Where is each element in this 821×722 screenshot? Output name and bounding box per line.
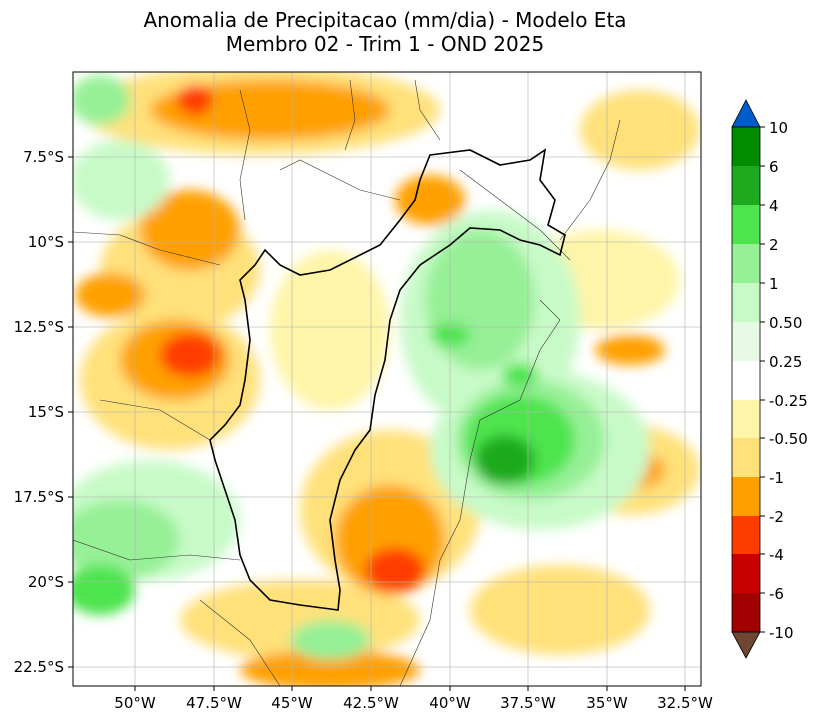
lat-tick-label: 7.5°S: [23, 148, 64, 166]
grid: [73, 72, 701, 686]
colorbar-segment: [732, 205, 760, 244]
anomaly-wet-strong-area: [475, 435, 535, 485]
lon-tick-label: 32.5°W: [657, 694, 713, 712]
colorbar-label: 2: [769, 236, 779, 254]
anomaly-dry-light-area: [580, 90, 700, 170]
colorbar-label: -6: [769, 585, 784, 603]
anomaly-dry-strong-area: [160, 333, 220, 377]
lat-tick-label: 17.5°S: [14, 488, 64, 506]
plot-frame: [72, 71, 702, 687]
map-title: Anomalia de Precipitacao (mm/dia) - Mode…: [143, 8, 627, 32]
lat-tick-label: 22.5°S: [14, 658, 64, 676]
colorbar: 10 6 4 2 1 0.50 0.25 -0.25 -0.50 -1 -2 -…: [731, 99, 808, 659]
colorbar-label: 0.25: [769, 353, 802, 371]
colorbar-label: -0.25: [769, 392, 808, 410]
basin-outline: [209, 148, 566, 611]
anomaly-wet-faint-area: [73, 140, 170, 220]
colorbar-segment: [732, 438, 760, 477]
lon-tick-label: 42.5°W: [343, 694, 399, 712]
lat-tick-label: 12.5°S: [14, 318, 64, 336]
anomaly-wet-area: [502, 363, 538, 387]
longitude-axis: 50°W 47.5°W 45°W 42.5°W 40°W 37.5°W 35°W…: [114, 686, 713, 712]
map-subtitle: Membro 02 - Trim 1 - OND 2025: [225, 32, 545, 56]
colorbar-segment: [732, 477, 760, 516]
colorbar-label: -10: [769, 624, 794, 642]
colorbar-label: -0.50: [769, 430, 808, 448]
anomaly-wet-light-area: [73, 500, 180, 580]
colorbar-segment: [732, 166, 760, 205]
anomaly-dry-area: [395, 175, 465, 225]
anomaly-dry-strong-area: [177, 85, 213, 115]
colorbar-segment: [732, 400, 760, 438]
lon-tick-label: 40°W: [429, 694, 471, 712]
colorbar-label: 0.50: [769, 314, 802, 332]
colorbar-top-extension: [731, 99, 761, 128]
colorbar-label: 10: [769, 119, 788, 137]
colorbar-segment: [732, 127, 760, 166]
colorbar-label: -4: [769, 546, 784, 564]
plot-area: [73, 72, 701, 686]
anomaly-dry-strong-area: [365, 548, 425, 592]
anomaly-wet-light-area: [73, 75, 130, 125]
anomaly-dry-area: [595, 335, 665, 365]
colorbar-segment: [732, 322, 760, 361]
anomaly-dry-light-area: [470, 565, 650, 655]
latitude-axis: 7.5°S 10°S 12.5°S 15°S 17.5°S 20°S 22.5°…: [14, 148, 73, 676]
lat-tick-label: 15°S: [28, 403, 64, 421]
colorbar-segment: [732, 361, 760, 400]
anomaly-dry-faint-area: [270, 250, 390, 410]
colorbar-segment: [732, 554, 760, 593]
anomaly-dry-area: [75, 273, 145, 317]
lon-tick-label: 50°W: [114, 694, 156, 712]
colorbar-bottom-extension: [731, 631, 761, 659]
colorbar-label: 4: [769, 197, 779, 215]
anomaly-wet-light-area: [290, 620, 370, 660]
lon-tick-label: 37.5°W: [500, 694, 556, 712]
colorbar-label: 6: [769, 158, 779, 176]
anomaly-dry-area: [240, 650, 420, 686]
colorbar-segment: [732, 283, 760, 322]
lon-tick-label: 47.5°W: [186, 694, 242, 712]
lat-tick-label: 10°S: [28, 233, 64, 251]
lat-tick-label: 20°S: [28, 573, 64, 591]
lon-tick-label: 35°W: [586, 694, 628, 712]
anomaly-wet-area: [73, 565, 135, 615]
anomaly-dry-area: [140, 190, 240, 270]
lon-tick-label: 45°W: [271, 694, 313, 712]
colorbar-segment: [732, 244, 760, 283]
colorbar-segment: [732, 516, 760, 554]
colorbar-segment: [732, 593, 760, 632]
colorbar-label: -2: [769, 508, 784, 526]
state-borders: [73, 79, 621, 686]
colorbar-label: -1: [769, 469, 784, 487]
colorbar-label: 1: [769, 275, 779, 293]
